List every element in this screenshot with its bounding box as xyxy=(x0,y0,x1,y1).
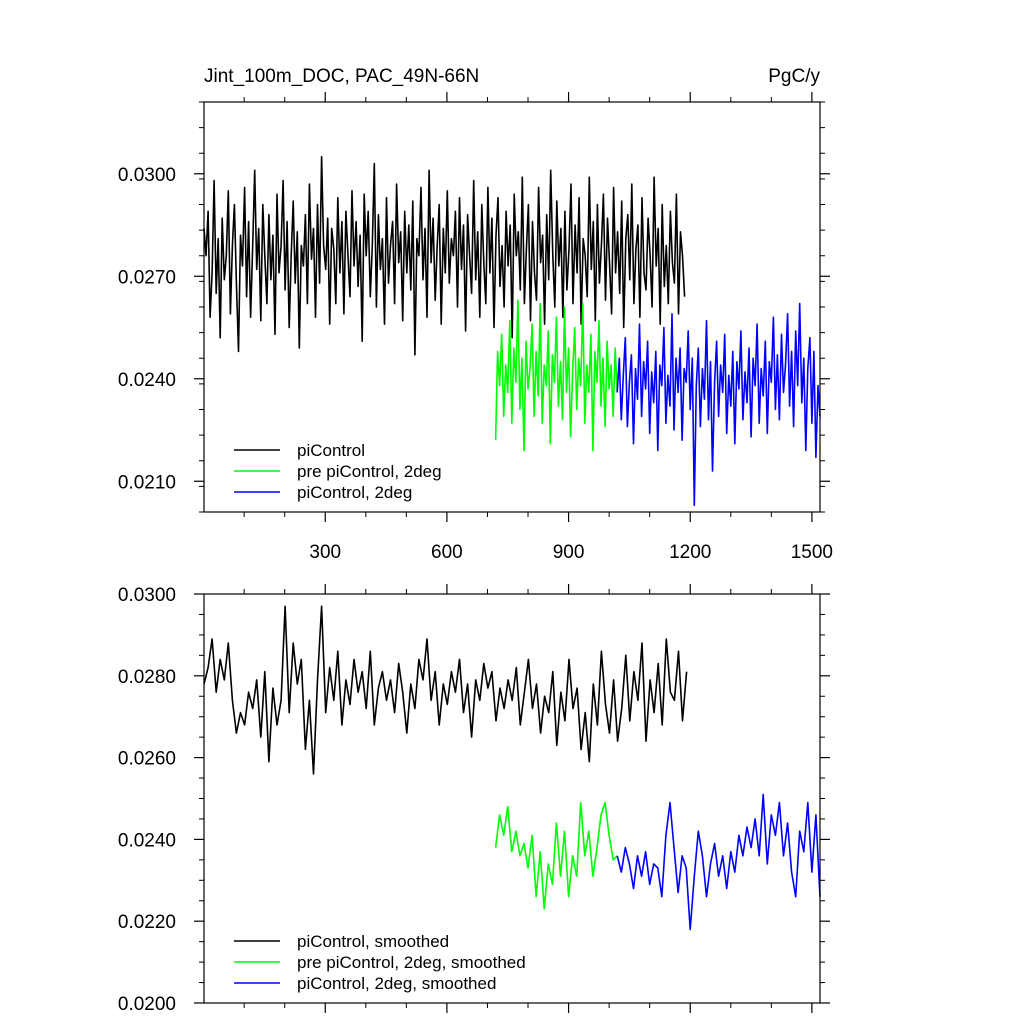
series-line-top-0 xyxy=(203,155,686,356)
top-legend: piControl pre piControl, 2deg piControl, 2… xyxy=(234,441,442,502)
y-tick-label: 0.0260 xyxy=(118,749,176,770)
x-tick-label: 300 xyxy=(309,542,341,563)
series-line-bottom-1 xyxy=(494,801,618,910)
series-line-bottom-0 xyxy=(203,605,688,775)
bottom-panel: 0.0200 0.0220 0.0240 0.0260 0.0280 0.0300 piC… xyxy=(118,584,830,1015)
legend-label: pre piControl, 2deg, smoothed xyxy=(297,953,526,972)
y-tick-label: 0.0300 xyxy=(118,585,176,606)
top-series-group xyxy=(203,155,821,507)
y-tick-label: 0.0240 xyxy=(118,370,176,391)
x-tick-label: 900 xyxy=(553,542,585,563)
series-line-bottom-2 xyxy=(616,793,821,931)
series-line-top-2 xyxy=(616,302,821,507)
x-tick-label: 1200 xyxy=(669,542,711,563)
legend-label: pre piControl, 2deg xyxy=(297,462,442,481)
y-tick-label: 0.0240 xyxy=(118,830,176,851)
y-tick-label: 0.0210 xyxy=(118,472,176,493)
legend-label: piControl xyxy=(297,441,365,460)
y-tick-label: 0.0300 xyxy=(118,165,176,186)
y-tick-label: 0.0200 xyxy=(118,994,176,1015)
x-tick-label: 1500 xyxy=(791,542,833,563)
y-tick-label: 0.0280 xyxy=(118,667,176,688)
bottom-axes: 0.0200 0.0220 0.0240 0.0260 0.0280 0.0300 xyxy=(118,584,830,1015)
y-tick-label: 0.0220 xyxy=(118,912,176,933)
top-axes: 300 600 900 1200 1500 0.0210 0.0240 0.0270 0.030… xyxy=(118,92,833,563)
chart-title: Jint_100m_DOC, PAC_49N-66N xyxy=(204,66,479,87)
units-label: PgC/y xyxy=(768,66,820,87)
legend-label: piControl, 2deg, smoothed xyxy=(297,974,496,993)
bottom-legend: piControl, smoothed pre piControl, 2deg, … xyxy=(234,932,526,993)
legend-label: piControl, 2deg xyxy=(297,483,412,502)
legend-label: piControl, smoothed xyxy=(297,932,449,951)
series-line-top-1 xyxy=(494,299,618,452)
x-tick-label: 600 xyxy=(431,542,463,563)
bottom-series-group xyxy=(203,605,821,931)
top-panel: Jint_100m_DOC, PAC_49N-66N PgC/y 300 600 9… xyxy=(118,66,833,563)
y-tick-label: 0.0270 xyxy=(118,267,176,288)
